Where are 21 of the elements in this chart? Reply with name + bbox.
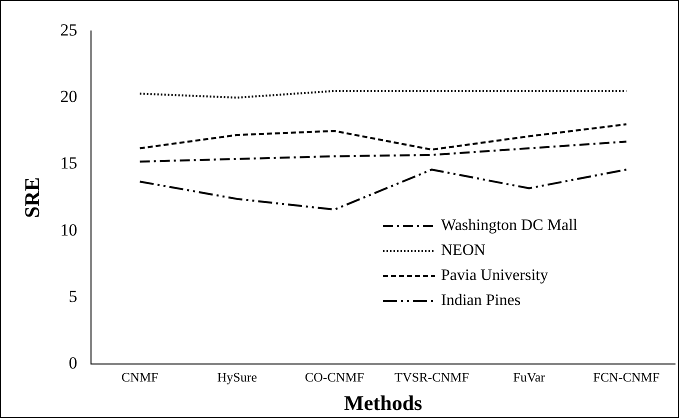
x-tick-label: CO-CNMF [304, 369, 364, 384]
legend-label: NEON [441, 242, 486, 260]
legend-label: Pavia University [441, 266, 548, 284]
legend-label: Washington DC Mall [441, 216, 578, 234]
x-tick-label: FuVar [513, 369, 546, 384]
x-tick-label: FCN-CNMF [593, 369, 660, 384]
line-series [138, 123, 628, 151]
x-axis-title: Methods [344, 390, 422, 415]
line-series [138, 140, 628, 163]
line-series [138, 168, 628, 211]
y-tick-label: 5 [68, 287, 78, 306]
y-tick-label: 10 [60, 220, 78, 240]
y-axis-title: SRE [20, 177, 44, 218]
x-tick-label: HySure [217, 369, 258, 384]
y-tick-label: 20 [60, 87, 78, 106]
y-tick-label: 15 [60, 154, 78, 173]
legend-label: Indian Pines [441, 292, 521, 310]
y-tick-label: 0 [68, 354, 78, 373]
x-tick-label: CNMF [121, 369, 158, 384]
x-tick-label: TVSR-CNMF [394, 369, 469, 384]
y-tick-label: 25 [60, 20, 78, 40]
